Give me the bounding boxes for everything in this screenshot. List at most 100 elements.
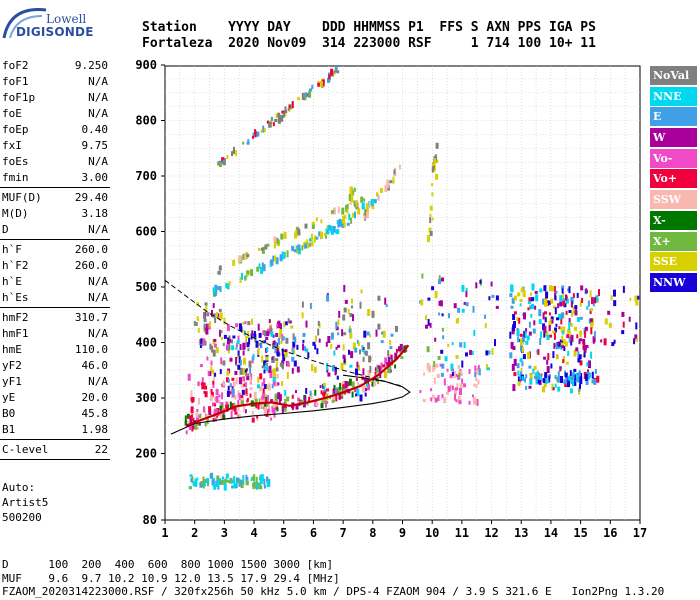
echo-mark <box>244 252 246 260</box>
echo-mark <box>386 179 390 186</box>
echo-mark <box>457 318 459 322</box>
legend-item-x-: X+ <box>650 231 697 251</box>
echo-mark <box>563 339 566 345</box>
echo-mark <box>430 388 433 392</box>
echo-mark <box>432 364 435 372</box>
echo-mark <box>270 417 273 421</box>
echo-mark <box>235 377 238 385</box>
echo-mark <box>249 387 253 391</box>
echo-mark <box>588 360 591 368</box>
echo-mark <box>218 481 221 485</box>
echo-mark <box>206 312 210 317</box>
echo-mark <box>590 322 594 329</box>
param-divider <box>0 459 110 460</box>
echo-mark <box>225 473 229 479</box>
echo-mark <box>525 385 528 390</box>
echo-mark <box>269 261 272 268</box>
echo-mark <box>554 327 557 333</box>
echo-mark <box>309 88 313 92</box>
echo-mark <box>516 363 520 369</box>
echo-mark <box>326 229 329 233</box>
echo-mark <box>205 323 208 330</box>
echo-mark <box>575 308 578 312</box>
echo-mark <box>586 371 590 378</box>
echo-mark <box>251 417 255 423</box>
echo-mark <box>322 383 325 389</box>
echo-mark <box>510 341 514 349</box>
echo-mark <box>354 347 358 353</box>
echo-mark <box>522 290 526 298</box>
echo-mark <box>277 116 281 124</box>
echo-mark <box>244 409 247 414</box>
echo-mark <box>297 248 301 255</box>
echo-mark <box>386 362 390 366</box>
y-tick-label: 600 <box>135 225 157 239</box>
echo-mark <box>472 394 474 398</box>
echo-mark <box>258 332 262 338</box>
echo-mark <box>359 394 363 402</box>
echo-mark <box>542 386 546 393</box>
echo-mark <box>213 409 216 415</box>
echo-mark <box>582 345 585 350</box>
echo-mark <box>449 374 453 379</box>
echo-mark <box>214 318 217 323</box>
echo-mark <box>348 349 350 355</box>
echo-mark <box>584 330 587 338</box>
echo-mark <box>275 403 278 407</box>
echo-mark <box>337 223 340 228</box>
echo-mark <box>434 291 438 299</box>
echo-mark <box>280 233 284 240</box>
echo-mark <box>216 475 220 482</box>
echo-mark <box>226 154 229 159</box>
echo-mark <box>550 363 553 369</box>
echo-mark <box>565 298 569 304</box>
param-row: hmF2 310.7 <box>0 310 112 326</box>
param-value: N/A <box>88 375 108 388</box>
echo-mark <box>203 318 207 323</box>
echo-mark <box>635 322 638 330</box>
echo-mark <box>281 348 284 356</box>
echo-mark <box>237 364 241 370</box>
echo-mark <box>248 337 251 345</box>
echo-mark <box>225 282 228 288</box>
echo-mark <box>256 266 260 272</box>
echo-mark <box>435 142 439 149</box>
param-value: 260.0 <box>74 243 108 256</box>
echo-mark <box>442 335 445 340</box>
echo-mark <box>236 340 240 345</box>
echo-mark <box>188 425 192 430</box>
echo-mark <box>269 371 273 379</box>
echo-mark <box>212 380 215 385</box>
echo-mark <box>239 367 243 375</box>
echo-mark <box>204 302 208 306</box>
echo-mark <box>274 347 277 354</box>
echo-mark <box>247 348 250 352</box>
echo-mark <box>238 377 242 385</box>
param-value: N/A <box>88 155 108 168</box>
echo-mark <box>363 213 366 216</box>
echo-mark <box>469 350 473 355</box>
echo-mark <box>305 348 309 353</box>
echo-mark <box>523 312 526 320</box>
echo-mark <box>242 350 245 356</box>
echo-mark <box>568 336 572 343</box>
echo-mark <box>543 285 547 292</box>
param-row: yF2 46.0 <box>0 358 112 374</box>
echo-mark <box>292 349 295 354</box>
echo-mark <box>213 343 217 348</box>
echo-mark <box>317 82 321 87</box>
echo-mark <box>277 337 280 345</box>
echo-mark <box>551 383 554 391</box>
echo-mark <box>364 209 367 216</box>
echo-mark <box>443 378 446 386</box>
echo-mark <box>242 475 245 483</box>
param-value: 3.18 <box>81 207 109 220</box>
echo-mark <box>291 367 294 374</box>
echo-mark <box>441 327 444 332</box>
echo-mark <box>195 484 198 487</box>
echo-mark <box>454 387 458 391</box>
echo-mark <box>190 406 194 414</box>
echo-mark <box>564 341 568 347</box>
x-tick-label: 8 <box>369 526 376 540</box>
echo-mark <box>245 388 248 395</box>
